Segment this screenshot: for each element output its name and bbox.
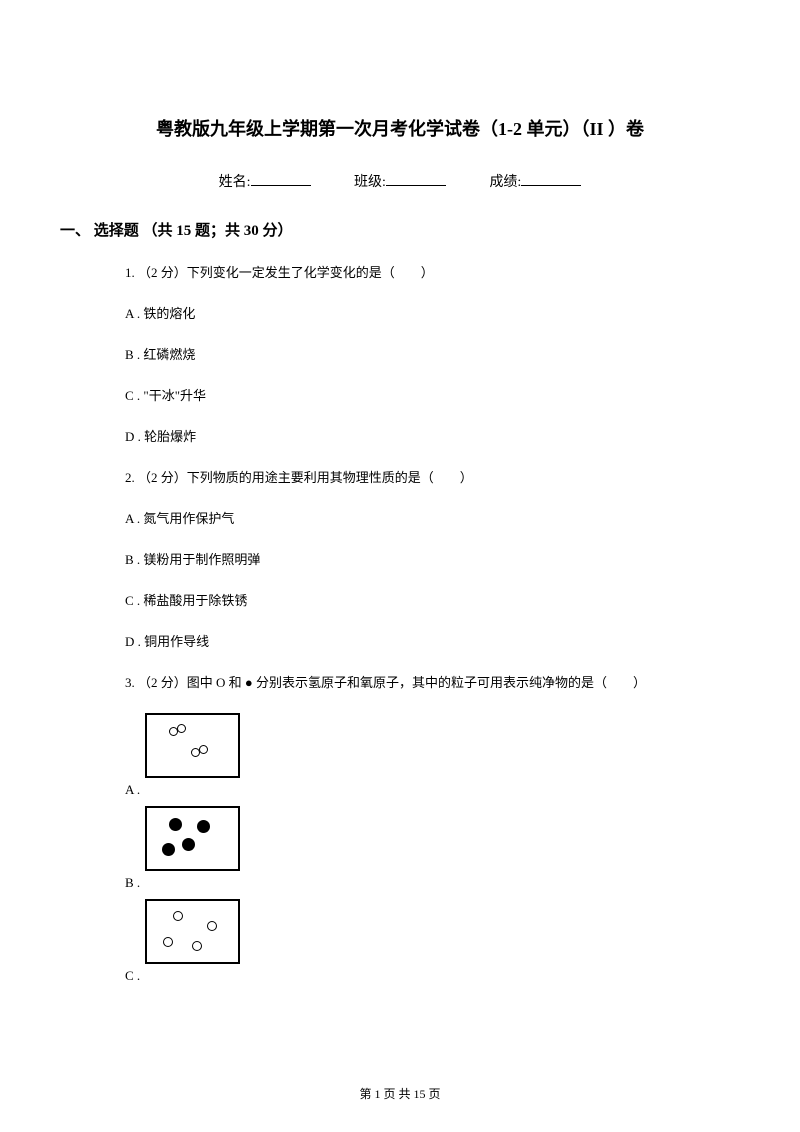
q2-option-b: B . 镁粉用于制作照明弹: [125, 549, 710, 568]
q2-option-d: D . 铜用作导线: [125, 631, 710, 650]
q3-diagram-c: [145, 899, 240, 964]
exam-title: 粤教版九年级上学期第一次月考化学试卷（1-2 单元）（II ）卷: [90, 115, 710, 141]
score-underline: [521, 185, 581, 186]
particle-open: [173, 911, 183, 921]
q3-diagram-c-container: C .: [90, 899, 710, 984]
q1-option-d: D . 轮胎爆炸: [125, 426, 710, 445]
class-label: 班级:: [354, 171, 386, 191]
particle-open: [177, 724, 186, 733]
q3-diagram-a-container: A .: [90, 713, 710, 798]
q3-diagram-b-container: B .: [90, 806, 710, 891]
particle-open: [163, 937, 173, 947]
q1-option-a: A . 铁的熔化: [125, 303, 710, 322]
question-2: 2. （2 分）下列物质的用途主要利用其物理性质的是（ ）: [125, 467, 710, 486]
q2-option-a: A . 氮气用作保护气: [125, 508, 710, 527]
particle-filled: [197, 820, 210, 833]
q3-option-c: C .: [125, 968, 710, 984]
particle-filled: [182, 838, 195, 851]
class-underline: [386, 185, 446, 186]
page-footer: 第 1 页 共 15 页: [0, 1085, 800, 1102]
q3-option-b: B .: [125, 875, 710, 891]
q3-diagram-b: [145, 806, 240, 871]
section-heading: 一、 选择题 （共 15 题；共 30 分）: [60, 219, 710, 240]
name-label: 姓名:: [219, 171, 251, 191]
particle-open: [199, 745, 208, 754]
name-underline: [251, 185, 311, 186]
question-1: 1. （2 分）下列变化一定发生了化学变化的是（ ）: [125, 262, 710, 281]
question-3: 3. （2 分）图中 O 和 ● 分别表示氢原子和氧原子，其中的粒子可用表示纯净…: [125, 672, 710, 691]
particle-open: [192, 941, 202, 951]
q1-option-c: C . "干冰"升华: [125, 385, 710, 404]
student-info-line: 姓名: 班级: 成绩:: [90, 171, 710, 191]
particle-open: [207, 921, 217, 931]
q1-option-b: B . 红磷燃烧: [125, 344, 710, 363]
particle-filled: [169, 818, 182, 831]
particle-filled: [162, 843, 175, 856]
q3-diagram-a: [145, 713, 240, 778]
q2-option-c: C . 稀盐酸用于除铁锈: [125, 590, 710, 609]
score-label: 成绩:: [489, 171, 521, 191]
q3-option-a: A .: [125, 782, 710, 798]
